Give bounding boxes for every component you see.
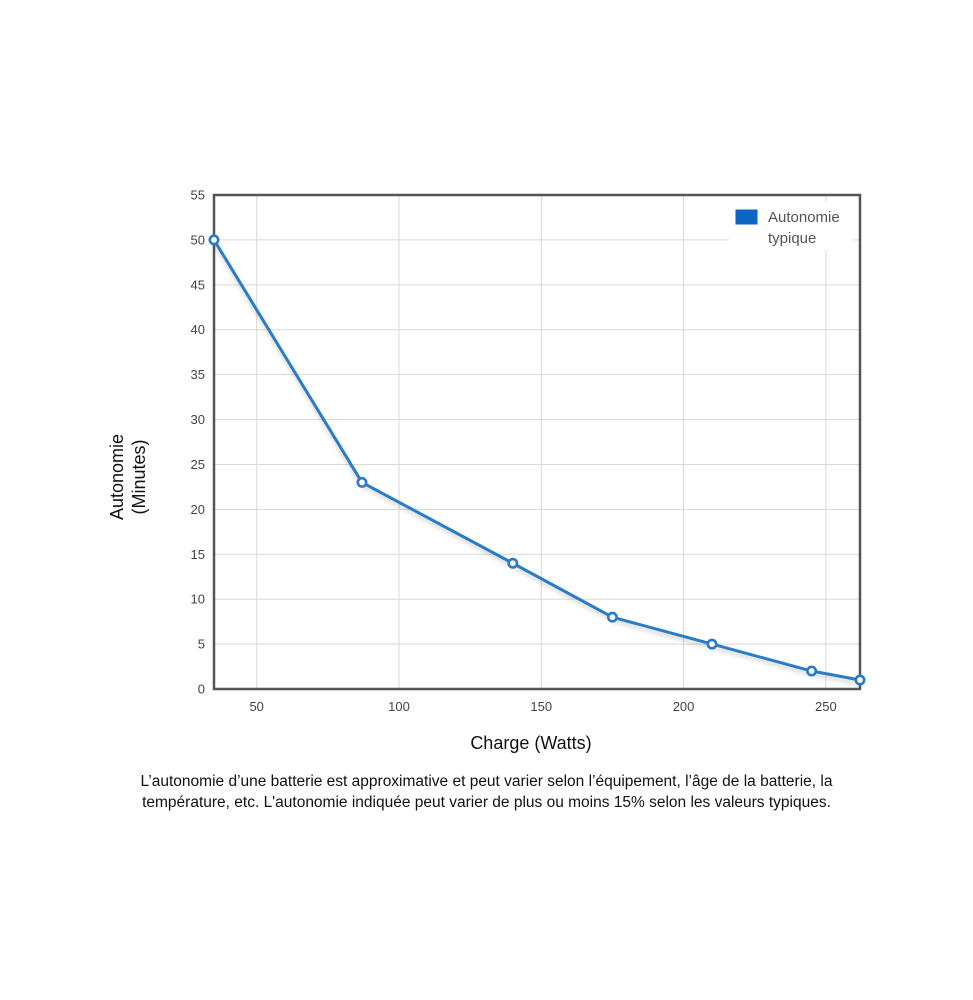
- data-point: [507, 557, 519, 569]
- x-tick-label: 250: [815, 699, 837, 714]
- legend-swatch: [734, 208, 759, 226]
- y-tick-label: 0: [198, 682, 205, 697]
- chart-footnote: L’autonomie d’une batterie est approxima…: [90, 771, 883, 813]
- x-tick-label: 150: [530, 699, 552, 714]
- data-point: [854, 674, 866, 686]
- y-tick-label: 15: [191, 547, 205, 562]
- y-tick-label: 20: [191, 502, 205, 517]
- y-tick-label: 5: [198, 637, 205, 652]
- legend-label-line-2: typique: [768, 230, 816, 247]
- y-tick-label: 40: [191, 322, 205, 337]
- y-tick-label: 25: [191, 457, 205, 472]
- x-tick-label: 100: [388, 699, 410, 714]
- x-tick-label: 50: [249, 699, 263, 714]
- series-line: [212, 238, 862, 682]
- y-tick-label: 45: [191, 277, 205, 292]
- data-point: [606, 611, 618, 623]
- legend-label-line-1: Autonomie: [768, 209, 840, 226]
- y-tick-label: 10: [191, 592, 205, 607]
- chart-footnote-line-1: L’autonomie d’une batterie est approxima…: [140, 773, 833, 790]
- y-axis-title-line-2: (Minutes): [129, 439, 149, 514]
- data-point: [706, 638, 718, 650]
- chart-footnote-line-2: température, etc. L'autonomie indiquée p…: [142, 794, 831, 811]
- y-tick-label: 30: [191, 412, 205, 427]
- grid: [214, 194, 860, 690]
- data-point: [806, 665, 818, 677]
- y-axis-title: Autonomie (Minutes): [107, 434, 149, 520]
- data-point: [208, 234, 220, 246]
- legend: Autonomie typique: [729, 202, 853, 250]
- series-layer: [208, 234, 866, 686]
- data-point: [356, 476, 368, 488]
- y-tick-label: 35: [191, 367, 205, 382]
- axis-ticks: 0 5 10 15 20 25 30 35 40 45 50 55 50 100 150 200 250: [191, 188, 837, 715]
- y-tick-label: 55: [191, 188, 205, 203]
- x-tick-label: 200: [673, 699, 695, 714]
- y-tick-label: 50: [191, 232, 205, 247]
- plot-area-frame: [212, 193, 862, 691]
- x-axis-title: Charge (Watts): [470, 733, 591, 753]
- y-axis-title-line-1: Autonomie: [107, 434, 127, 520]
